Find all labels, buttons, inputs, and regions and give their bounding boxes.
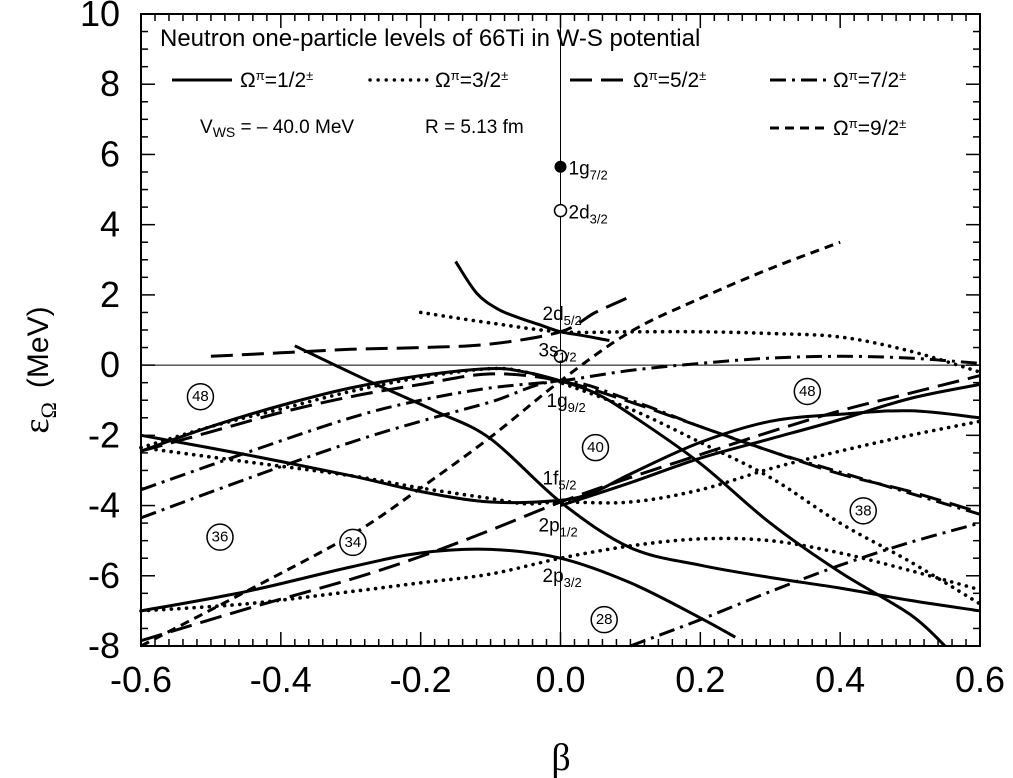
plot-frame (140, 13, 981, 647)
magic-number-48: 48 (793, 377, 822, 406)
spherical-state-markers: 1g7/2 2d3/2 2d5/2 3s1/2 1g9/2 1f5/2 2p1/2 2p3/2 (539, 159, 608, 590)
y-axis-title: εΩ(MeV) (16, 306, 61, 433)
legend-label-omega-3-2: Ωπ=3/2± (435, 68, 508, 93)
magic-number-label: 36 (212, 529, 229, 546)
y-tick-label: 10 (80, 0, 120, 34)
magic-number-36: 36 (206, 523, 234, 551)
spherical-state-label: 2p3/2 (543, 566, 582, 590)
magic-number-circle (590, 605, 618, 634)
level-curve-solid (140, 409, 981, 505)
legend-label-omega-5-2: Ωπ=5/2± (633, 68, 706, 93)
level-curve-solid (454, 260, 610, 342)
open-state-marker (553, 349, 568, 364)
magic-number-label: 28 (596, 611, 613, 628)
level-curve-dotted (139, 419, 982, 506)
y-tick-label: 4 (100, 204, 120, 245)
y-tick-label: -8 (88, 625, 120, 666)
level-curve-dotted (139, 536, 982, 613)
x-tick-label: 0.6 (955, 659, 1005, 700)
level-curve-solid (294, 344, 981, 613)
spherical-state-label: 1g7/2 (569, 159, 608, 183)
level-curve-solid (140, 547, 737, 639)
y-tick-label: 8 (100, 63, 120, 104)
spherical-state-label: 3s1/2 (539, 340, 577, 364)
magic-number-label: 48 (799, 383, 816, 400)
magic-number-40: 40 (581, 433, 610, 462)
magic-number-circle (581, 433, 610, 462)
magic-number-28: 28 (590, 605, 618, 634)
magic-number-circle (186, 382, 215, 411)
spherical-state-label: 1g9/2 (547, 391, 586, 415)
open-state-marker (553, 203, 568, 218)
magic-number-circle (849, 497, 877, 525)
magic-number-circle (339, 528, 367, 557)
magic-number-label: 48 (192, 388, 209, 405)
y-tick-label: 2 (100, 274, 120, 315)
magic-number-34: 34 (339, 528, 367, 557)
magic-number-circle (206, 523, 234, 551)
magic-number-label: 38 (855, 502, 872, 519)
magic-number-label: 40 (587, 439, 604, 456)
x-tick-label: 0.4 (815, 659, 865, 700)
spherical-state-label: 2p1/2 (539, 516, 578, 540)
level-curve-longdash (210, 295, 632, 358)
y-tick-label: 0 (100, 344, 120, 385)
y-tick-label: -6 (88, 555, 120, 596)
magic-number-38: 38 (849, 497, 877, 525)
level-curve-dashdot (140, 354, 981, 492)
filled-state-marker (554, 160, 567, 173)
legend-label-omega-1-2: Ωπ=1/2± (240, 68, 313, 93)
magic-number-label: 34 (345, 534, 362, 551)
spherical-state-label: 2d5/2 (543, 304, 582, 328)
y-tick-label: -2 (88, 414, 120, 455)
y-tick-label: -4 (88, 485, 120, 526)
axis-ticks: -0.6 -0.4 -0.2 0.0 0.2 0.4 0.6 -8 -6 -4 -2 0 2 4 6 8 10 (80, 0, 1005, 700)
potential-depth-label: VWS = – 40.0 MeV (200, 117, 354, 140)
magic-number-markers: 48 48 40 38 36 34 28 (186, 377, 877, 634)
legend: Ωπ=1/2± Ωπ=3/2± Ωπ=5/2± Ωπ=7/2± Ωπ=9/2± (172, 68, 906, 141)
spherical-state-label: 1f5/2 (543, 469, 577, 493)
level-curve-solid (560, 382, 981, 508)
x-tick-label: -0.2 (390, 659, 452, 700)
x-tick-label: 0.2 (675, 659, 725, 700)
radius-label: R = 5.13 fm (425, 117, 524, 138)
level-curves (139, 240, 982, 648)
legend-label-omega-7-2: Ωπ=7/2± (833, 68, 906, 93)
magic-number-circle (793, 377, 822, 406)
level-curve-longdash (140, 372, 981, 515)
legend-label-omega-9-2: Ωπ=9/2± (833, 116, 906, 141)
x-tick-label: -0.4 (250, 659, 312, 700)
x-axis-title: β (551, 737, 570, 778)
level-curve-dashdot (629, 521, 981, 648)
x-tick-label: -0.6 (110, 659, 172, 700)
level-curve-dotted (418, 310, 982, 374)
x-tick-label: 0.0 (535, 659, 585, 700)
y-tick-label: 6 (100, 133, 120, 174)
spherical-state-label: 2d3/2 (569, 203, 608, 227)
chart-title: Neutron one-particle levels of 66Ti in W… (160, 25, 700, 52)
magic-number-48: 48 (186, 382, 215, 411)
